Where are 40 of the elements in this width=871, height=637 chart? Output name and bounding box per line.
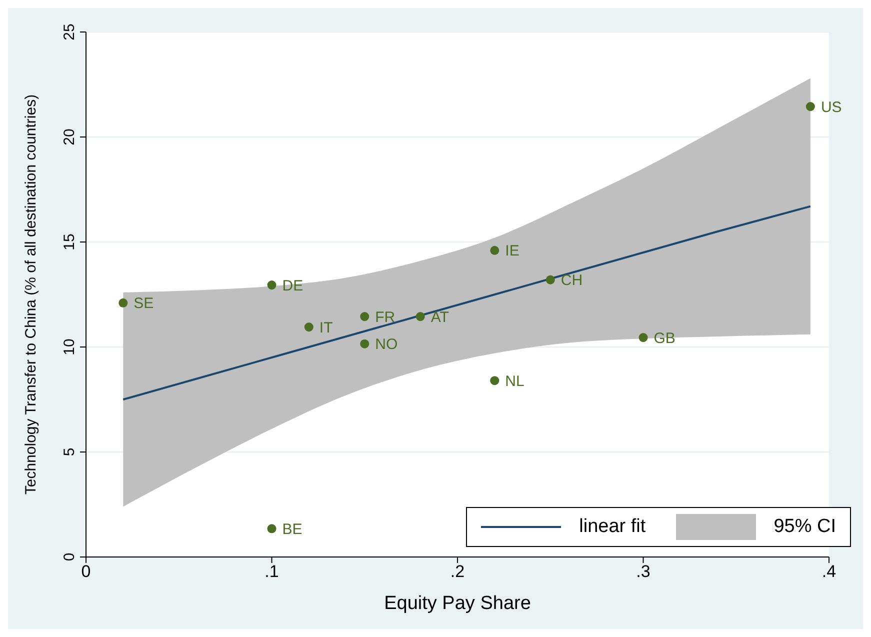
x-tick-label: .4 bbox=[822, 562, 836, 582]
legend-label: linear fit bbox=[579, 516, 646, 538]
x-tick-label: .2 bbox=[450, 562, 465, 582]
data-label: FR bbox=[375, 308, 396, 326]
point bbox=[118, 298, 128, 308]
y-tick-label: 10 bbox=[61, 338, 78, 356]
data-label: DE bbox=[282, 277, 304, 294]
data-label: IE bbox=[505, 242, 520, 260]
data-label: NL bbox=[505, 372, 524, 390]
data-label: US bbox=[820, 98, 842, 116]
y-axis-title: Technology Transfer to China (% of all destination countries) bbox=[22, 94, 40, 495]
point bbox=[267, 280, 276, 290]
point bbox=[360, 339, 370, 348]
annotation: 95% CI bbox=[774, 516, 836, 538]
x-tick-label: .1 bbox=[264, 562, 279, 582]
point bbox=[360, 312, 370, 322]
point bbox=[638, 333, 648, 342]
data-label: AT bbox=[430, 308, 449, 326]
y-tick-label: 0 bbox=[61, 552, 78, 562]
y-tick-label: 5 bbox=[61, 448, 78, 456]
point bbox=[267, 524, 276, 534]
data-label: CH bbox=[560, 272, 583, 290]
point bbox=[304, 322, 314, 332]
y-tick-label: 15 bbox=[61, 234, 78, 250]
y-tick-label: 25 bbox=[61, 24, 78, 40]
data-label: BE bbox=[282, 520, 302, 538]
point bbox=[416, 312, 425, 322]
data-label: GB bbox=[654, 330, 676, 347]
data-label: SE bbox=[134, 295, 154, 312]
y-tick-label: 20 bbox=[61, 128, 78, 146]
line-series bbox=[122, 205, 812, 400]
data-label: IT bbox=[319, 319, 333, 336]
x-tick-label: .3 bbox=[636, 562, 650, 582]
x-axis-title: Equity Pay Share bbox=[384, 593, 531, 614]
point bbox=[490, 376, 500, 386]
data-label: NO bbox=[375, 336, 398, 354]
point bbox=[490, 246, 500, 255]
point bbox=[546, 275, 555, 284]
point bbox=[806, 102, 815, 112]
x-tick-label: 0 bbox=[81, 562, 91, 582]
